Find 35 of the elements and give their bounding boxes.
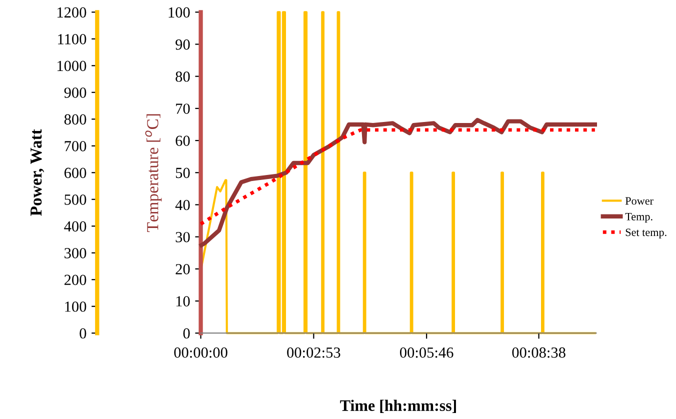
y-tick-label: 0 — [183, 328, 190, 339]
y-axis-title: Temperature [$^{o}$C] — [145, 114, 162, 232]
y2-tick-label: 500 — [64, 194, 86, 205]
y-tick-label: 20 — [176, 264, 190, 274]
y2-tick-label: 400 — [64, 221, 86, 232]
y-tick-label: 80 — [176, 71, 190, 82]
y2-tick-label: 900 — [64, 88, 86, 98]
y2-tick-label: 800 — [64, 114, 86, 125]
x-tick-label: 00:00:00 — [174, 347, 228, 358]
y-tick-label: 90 — [176, 39, 190, 50]
y2-tick-label: 300 — [64, 248, 86, 258]
y2-tick-label: 1100 — [58, 34, 86, 44]
y2-tick-label: 600 — [64, 168, 86, 178]
x-axis-title: Time [hh:mm:ss] — [340, 400, 456, 413]
line-series — [199, 128, 597, 226]
y-tick-label: 70 — [176, 104, 190, 114]
legend-label: Power — [625, 197, 654, 205]
y2-tick-label: 700 — [64, 141, 86, 152]
y-tick-label: 50 — [176, 168, 190, 178]
y2-axis-title: Power, Watt — [30, 129, 44, 216]
y-tick-label: 100 — [168, 7, 190, 18]
y-tick-label: 10 — [176, 296, 190, 306]
legend-label: Temp. — [625, 212, 652, 223]
x-tick-label: 00:02:53 — [287, 347, 340, 358]
y2-tick-label: 200 — [64, 274, 86, 286]
x-tick-label: 00:08:38 — [512, 347, 566, 358]
x-tick-label: 00:05:46 — [400, 347, 454, 358]
y2-tick-label: 1200 — [58, 7, 86, 18]
y2-tick-label: 100 — [65, 302, 86, 312]
y-tick-label: 60 — [176, 136, 190, 146]
y2-tick-label: 1000 — [58, 60, 86, 72]
y-tick-label: 30 — [176, 232, 190, 242]
y-tick-label: 40 — [175, 200, 190, 210]
legend-label: Set temp. — [626, 228, 666, 238]
y2-tick-label: 0 — [80, 328, 86, 339]
